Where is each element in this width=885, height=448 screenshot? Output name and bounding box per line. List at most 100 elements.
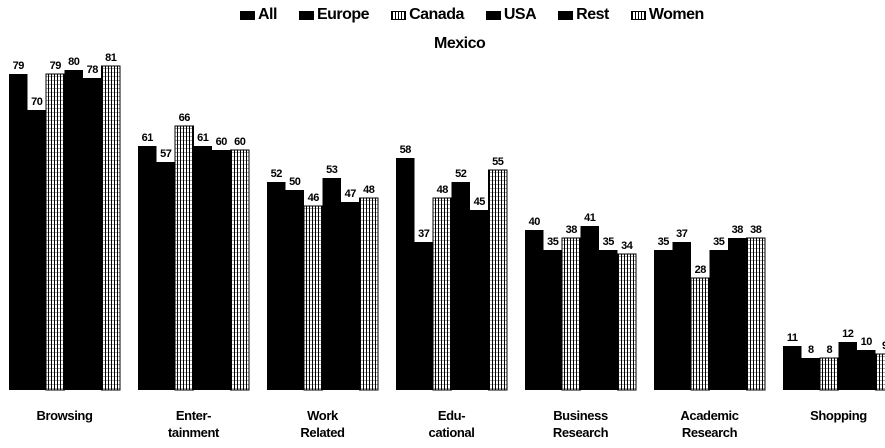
chart-legend: All Europe Canada USA Rest Women <box>240 6 800 24</box>
bar-europe-3 <box>414 242 433 390</box>
bar-value-label: 35 <box>713 236 725 248</box>
bar-value-label: 80 <box>68 56 80 68</box>
bar-value-label: 9 <box>882 340 885 352</box>
bar-all-0 <box>9 74 28 390</box>
legend-label: Rest <box>576 6 609 23</box>
bar-value-label: 8 <box>808 344 814 356</box>
bar-canada-5 <box>690 277 710 391</box>
bar-usa-0 <box>64 70 83 390</box>
bar-value-label: 48 <box>363 184 375 196</box>
bar-value-label: 60 <box>234 136 246 148</box>
bar-value-label: 35 <box>658 236 670 248</box>
bar-value-label: 37 <box>676 228 688 240</box>
bar-women-0 <box>101 65 121 391</box>
bar-women-2 <box>359 197 379 391</box>
bar-value-label: 38 <box>750 224 762 236</box>
bar-value-label: 35 <box>547 236 559 248</box>
bar-value-label: 70 <box>31 96 43 108</box>
bar-rest-5 <box>728 238 747 390</box>
legend-item-all: All <box>240 6 277 24</box>
legend-item-canada: Canada <box>391 6 464 24</box>
x-tick-label: Shopping <box>810 408 867 423</box>
legend-item-women: Women <box>630 6 704 24</box>
x-tick-label: Business Research <box>552 408 609 440</box>
legend-item-europe: Europe <box>298 6 370 24</box>
legend-swatch <box>558 10 574 20</box>
legend-swatch <box>630 10 646 20</box>
bar-rest-3 <box>470 210 489 390</box>
bar-rest-4 <box>599 250 618 390</box>
x-tick-label: Work Related <box>300 408 345 440</box>
x-tick-label: Edu-cational <box>428 408 475 440</box>
bar-women-1 <box>230 149 250 391</box>
bar-value-label: 48 <box>437 184 449 196</box>
legend-swatch <box>485 10 501 20</box>
bar-value-label: 81 <box>105 52 117 64</box>
bar-usa-6 <box>838 342 857 390</box>
legend-swatch <box>391 10 407 20</box>
bar-value-label: 79 <box>13 60 25 72</box>
x-tick-label: Enter-tainment <box>168 408 219 440</box>
bar-value-label: 53 <box>326 164 338 176</box>
bar-value-label: 10 <box>861 336 873 348</box>
x-tick-label: Browsing <box>36 408 93 423</box>
bar-all-6 <box>783 346 802 390</box>
bar-value-label: 57 <box>160 148 172 160</box>
bar-value-label: 79 <box>50 60 62 72</box>
legend-item-rest: Rest <box>558 6 609 24</box>
x-tick-label: Academic Research <box>680 408 739 440</box>
bar-value-label: 38 <box>566 224 578 236</box>
bar-value-label: 61 <box>142 132 154 144</box>
bar-usa-5 <box>709 250 728 390</box>
bar-value-label: 55 <box>492 156 504 168</box>
bar-value-label: 46 <box>308 192 320 204</box>
bar-all-2 <box>267 182 286 390</box>
legend-item-usa: USA <box>485 6 537 24</box>
legend-extra-label: Mexico <box>434 35 486 52</box>
bar-all-5 <box>654 250 673 390</box>
bar-europe-1 <box>156 162 175 390</box>
bar-value-label: 12 <box>842 328 854 340</box>
bar-women-6 <box>875 353 885 391</box>
bar-usa-2 <box>322 178 341 390</box>
bar-value-label: 60 <box>216 136 228 148</box>
legend-swatch <box>298 10 314 20</box>
bar-all-3 <box>396 158 415 390</box>
bar-usa-3 <box>451 182 470 390</box>
bar-value-label: 52 <box>271 168 283 180</box>
bar-value-label: 66 <box>179 112 191 124</box>
bar-europe-0 <box>27 110 46 390</box>
legend-label: USA <box>503 6 537 23</box>
legend-label: Europe <box>316 6 370 23</box>
bar-women-4 <box>617 253 637 391</box>
bar-rest-2 <box>341 202 360 390</box>
bar-value-label: 50 <box>289 176 301 188</box>
bar-value-label: 61 <box>197 132 209 144</box>
bar-value-label: 45 <box>474 196 486 208</box>
legend-label: Canada <box>409 6 464 23</box>
bar-canada-4 <box>561 237 581 391</box>
bar-value-label: 11 <box>787 332 798 344</box>
bar-canada-0 <box>45 73 65 391</box>
bar-rest-0 <box>83 78 102 390</box>
bar-value-label: 28 <box>695 264 707 276</box>
bar-rest-1 <box>212 150 231 390</box>
bar-value-label: 37 <box>418 228 430 240</box>
legend-label: All <box>258 6 277 23</box>
bar-usa-1 <box>193 146 212 390</box>
bar-women-3 <box>488 169 508 391</box>
bar-all-4 <box>525 230 544 390</box>
bar-value-label: 47 <box>345 188 357 200</box>
bar-canada-3 <box>432 197 452 391</box>
bar-canada-1 <box>174 125 194 391</box>
bar-value-label: 41 <box>584 212 596 224</box>
bar-value-label: 38 <box>732 224 744 236</box>
bar-value-label: 58 <box>400 144 412 156</box>
bar-value-label: 52 <box>455 168 467 180</box>
bar-value-label: 78 <box>87 64 99 76</box>
bar-europe-5 <box>672 242 691 390</box>
bar-value-label: 35 <box>603 236 615 248</box>
legend-label: Women <box>648 6 704 23</box>
bar-canada-2 <box>303 205 323 391</box>
